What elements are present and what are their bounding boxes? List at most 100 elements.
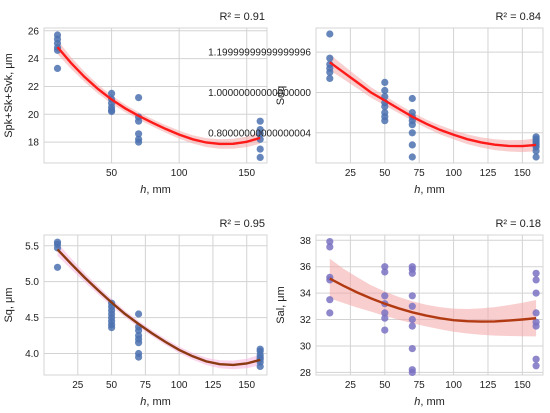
spk-data-point [256, 153, 264, 161]
spk-data-point [256, 117, 264, 125]
spk-data-point [53, 64, 62, 72]
sal-ytick-label: 34 [300, 289, 312, 300]
sq-plot-area [43, 234, 268, 376]
sal-data-point [408, 368, 416, 376]
sdq-xlabel-var: h [414, 184, 420, 196]
sdq-data-point [326, 74, 334, 82]
sq-data-point [53, 263, 62, 271]
spk-ylabel: Spk+Sk+Svk, μm [3, 53, 15, 138]
sq-data-point [256, 362, 264, 370]
spk-data-point [256, 130, 264, 138]
spk-ytick-label: 20 [28, 110, 40, 121]
sal-xtick-label: 150 [514, 380, 531, 391]
sal-r2-annotation: R² = 0.18 [495, 218, 541, 230]
sdq-xlabel: h, mm [414, 184, 445, 196]
sdq-data-point [326, 68, 334, 76]
sal-data-point [532, 269, 540, 277]
sal-data-point [532, 289, 540, 297]
sq-data-point [135, 326, 143, 335]
sq-data-point [108, 324, 116, 332]
spk-xlabel-unit: , mm [146, 184, 170, 196]
sq-fit-line [56, 248, 261, 367]
spk-data-point [135, 94, 143, 102]
spk-data-point [135, 130, 143, 138]
sdq-data-point [408, 129, 416, 137]
sdq-xtick-label: 75 [414, 168, 426, 179]
sq-ytick-label: 4.5 [25, 313, 39, 324]
sq-xtick-label: 25 [72, 380, 84, 391]
sal-ytick-label: 30 [300, 341, 312, 352]
sdq-ytick-label: 1.19999999999999996 [208, 48, 311, 59]
sdq-ytick-label: 0.80000000000000004 [208, 128, 311, 139]
spk-ytick-label: 24 [28, 54, 40, 65]
sq-xtick-label: 75 [140, 380, 152, 391]
sal-data-point [381, 268, 389, 276]
sal-data-point [532, 309, 540, 317]
sq-ytick-label: 5.0 [25, 277, 39, 288]
sdq-xlabel-unit: , mm [420, 184, 444, 196]
spk-ytick-label: 26 [28, 26, 40, 37]
sal-ytick-label: 36 [300, 262, 312, 273]
sq-ylabel: Sq, μm [3, 287, 15, 322]
sdq-data-point [381, 78, 389, 86]
sq-data-point [135, 310, 143, 318]
sq-xtick-label: 50 [106, 380, 118, 391]
spk-data-point [108, 107, 116, 116]
spk-xtick-label: 100 [171, 168, 188, 179]
sal-data-point [326, 296, 334, 304]
sal-fit-line [329, 277, 537, 323]
sdq-data-point [381, 117, 389, 125]
spk-xtick-label: 150 [238, 168, 255, 179]
sal-data-point [408, 315, 416, 324]
sal-data-point [408, 345, 416, 353]
spk-data-point [256, 145, 264, 153]
sdq-fit-line [329, 61, 537, 148]
spk-ytick-label: 18 [28, 138, 40, 149]
sal-ylabel: Sal, μm [275, 286, 287, 324]
sdq-xtick-label: 125 [480, 168, 497, 179]
sq-xlabel-unit: , mm [146, 396, 170, 408]
sal-panel: 28 30 32 34 36 38 25 50 75 100 125 150 R² = 0.18 h, m… [275, 218, 544, 408]
sal-data-point [381, 292, 389, 300]
sdq-panel: 0.80000000000000004 1.00000000000000000 1.… [208, 11, 544, 196]
sdq-data-point [532, 153, 540, 161]
spk-xlabel: h, mm [140, 184, 171, 196]
sal-xtick-label: 75 [414, 380, 426, 391]
sal-data-point [408, 292, 416, 300]
sdq-r2-annotation: R² = 0.84 [495, 11, 541, 23]
sal-xlabel: h, mm [414, 396, 445, 408]
sal-data-point [532, 276, 540, 284]
sdq-ytick-label: 1.00000000000000000 [208, 88, 311, 99]
sdq-data-point [408, 153, 416, 161]
spk-data-point [135, 138, 143, 146]
sal-ytick-label: 38 [300, 236, 312, 247]
sal-xlabel-unit: , mm [420, 396, 444, 408]
spk-fit-line [56, 46, 261, 146]
sal-confidence-band [329, 258, 537, 337]
sal-xtick-label: 100 [445, 380, 462, 391]
sal-data-point [381, 326, 389, 334]
sq-xtick-label: 150 [238, 380, 255, 391]
sal-ytick-label: 28 [300, 368, 312, 379]
sal-data-point [326, 309, 334, 317]
sal-data-point [326, 238, 334, 246]
sal-data-point [532, 322, 540, 330]
sdq-ylabel: Sdq [275, 86, 287, 106]
sdq-xtick-label: 50 [379, 168, 391, 179]
spk-panel: 18 20 22 24 26 50 100 150 R² = 0.91 h, mm Spk+Sk+S… [3, 11, 268, 196]
sal-xtick-label: 50 [379, 380, 391, 391]
spk-xtick-label: 50 [106, 168, 118, 179]
sq-ytick-label: 4.0 [25, 349, 39, 360]
sq-ytick-label: 5.5 [25, 241, 39, 252]
spk-data-point [108, 89, 116, 97]
spk-ytick-label: 22 [28, 82, 40, 93]
sdq-confidence-band [329, 54, 537, 153]
sal-data-point [326, 243, 334, 251]
sal-data-point [408, 302, 416, 310]
sdq-data-point [381, 86, 389, 95]
sdq-xtick-label: 100 [445, 168, 462, 179]
sal-data-point [381, 309, 389, 317]
spk-xlabel-var: h [140, 184, 146, 196]
sdq-xtick-label: 150 [514, 168, 531, 179]
sdq-data-point [326, 30, 334, 38]
